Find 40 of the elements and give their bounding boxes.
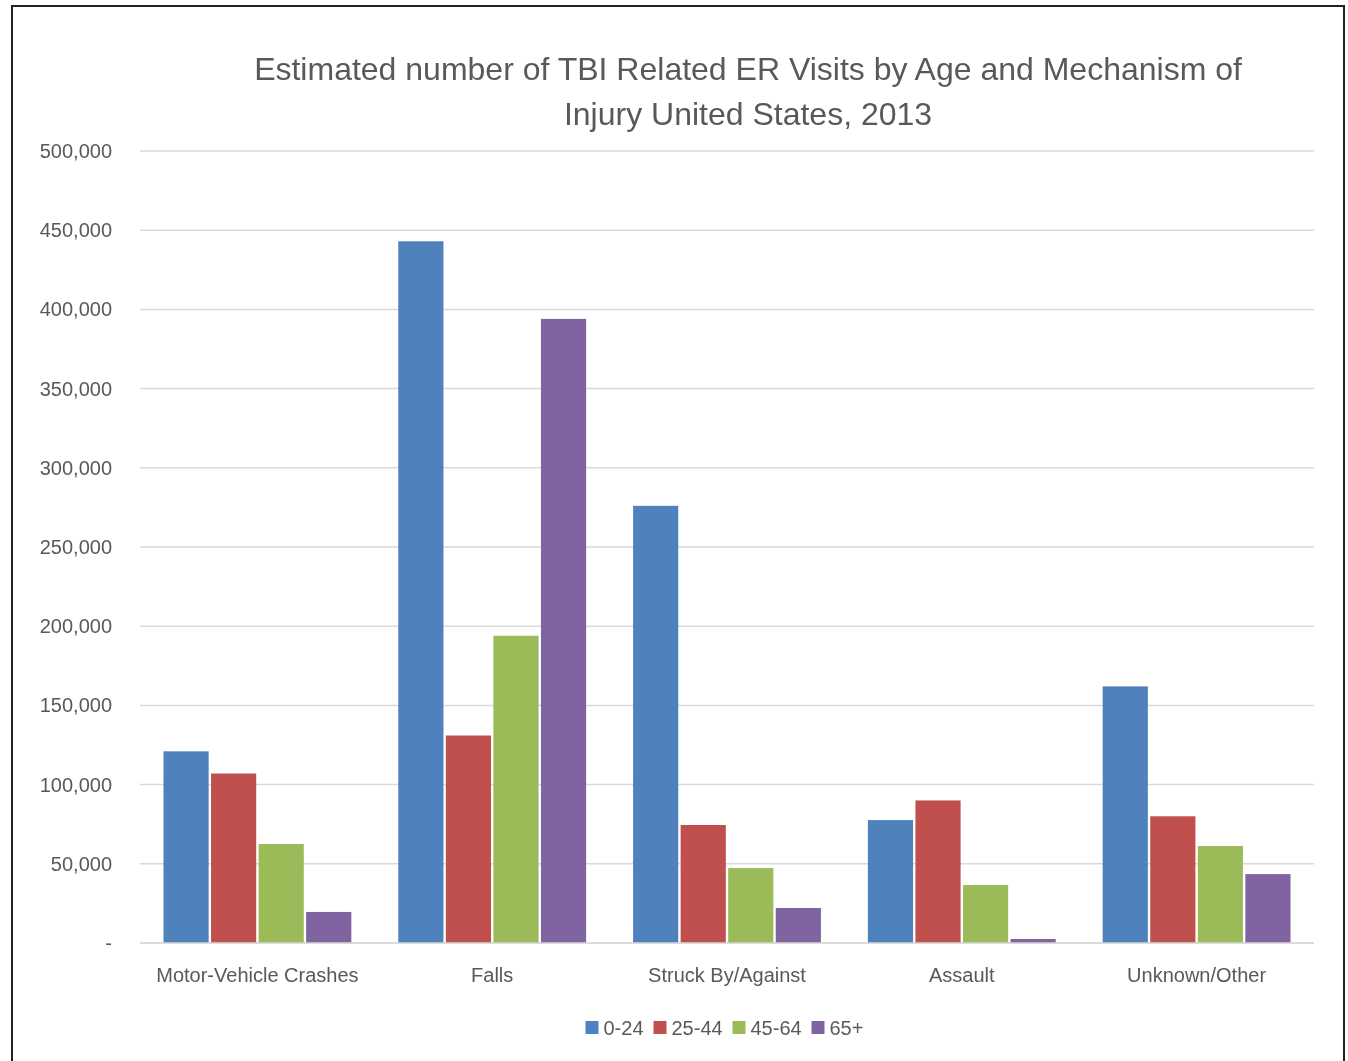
y-tick-label: 250,000 xyxy=(39,536,112,558)
bar xyxy=(540,318,587,943)
bar xyxy=(775,907,821,943)
y-tick-label: 150,000 xyxy=(39,694,112,717)
y-tick-label: 100,000 xyxy=(39,773,112,796)
y-tick-label: 300,000 xyxy=(39,456,112,479)
bar xyxy=(633,505,679,943)
bar xyxy=(915,800,961,943)
bar xyxy=(445,735,492,943)
bar xyxy=(398,241,444,943)
x-tick-label: Falls xyxy=(471,964,514,986)
x-tick-label: Assault xyxy=(929,964,996,986)
legend-label: 45-64 xyxy=(750,1017,802,1039)
bar xyxy=(1102,686,1148,943)
bar xyxy=(306,911,352,943)
y-tick-label: 400,000 xyxy=(39,298,112,321)
x-tick-label: Struck By/Against xyxy=(648,964,807,986)
x-tick-label: Motor-Vehicle Crashes xyxy=(156,964,359,986)
y-tick-label: 200,000 xyxy=(39,615,112,638)
bar xyxy=(867,820,914,943)
y-tick-label: - xyxy=(105,932,112,954)
bar xyxy=(211,773,257,943)
legend-label: 25-44 xyxy=(671,1017,723,1039)
bar xyxy=(728,868,774,943)
bar xyxy=(163,751,209,943)
y-tick-label: 450,000 xyxy=(39,219,112,242)
bar xyxy=(1197,846,1243,943)
bar xyxy=(1245,874,1291,943)
bar xyxy=(680,824,726,943)
x-tick-label: Unknown/Other xyxy=(1127,964,1267,986)
legend-label: 65+ xyxy=(829,1017,864,1039)
y-tick-label: 50,000 xyxy=(50,852,112,875)
bar xyxy=(962,885,1009,943)
y-tick-label: 500,000 xyxy=(39,140,112,162)
legend-label: 0-24 xyxy=(603,1017,644,1039)
chart-title: Estimated number of TBI Related ER Visits by Age and Mechanism of Injury United States, 2013 xyxy=(254,51,1242,132)
bar xyxy=(1150,816,1196,943)
bar xyxy=(258,844,304,943)
bar xyxy=(493,635,539,943)
y-tick-label: 350,000 xyxy=(39,377,112,400)
